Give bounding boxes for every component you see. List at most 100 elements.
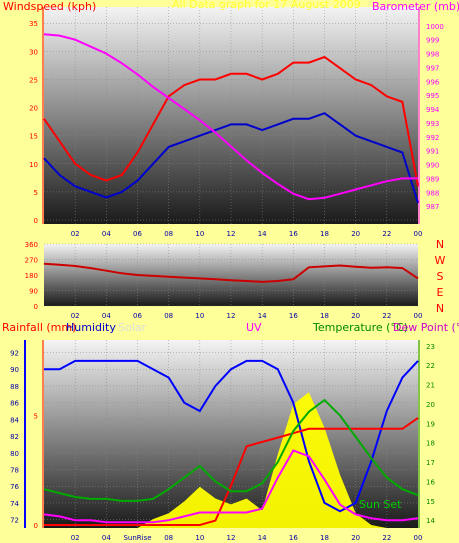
direction-x-tick: 20 — [351, 312, 360, 320]
humidity-tick: 72 — [10, 517, 19, 525]
direction-x-tick: 02 — [71, 312, 80, 320]
wind-axis-label: Windspeed (kph) — [3, 0, 96, 13]
temp-x-tick: 00 — [414, 534, 423, 542]
temp-x-tick: 20 — [351, 534, 360, 542]
humidity-tick: 82 — [10, 433, 19, 441]
direction-x-tick: 14 — [258, 312, 267, 320]
barometer-tick: 1000 — [426, 23, 444, 31]
humidity-label: Humidity — [66, 321, 116, 334]
direction-tick: 0 — [34, 303, 38, 311]
wind-series — [43, 33, 419, 204]
temperature-tick: 21 — [426, 382, 435, 390]
direction-x-tick: 12 — [227, 312, 236, 320]
windspeed-tick: 15 — [29, 133, 38, 141]
direction-tick: 270 — [25, 257, 38, 265]
barometer-tick: 994 — [426, 106, 440, 114]
direction-x-tick: 10 — [195, 312, 204, 320]
temperature-label: Temperature (°C) — [312, 321, 408, 334]
direction-grid — [44, 243, 418, 307]
barometer-tick: 997 — [426, 64, 439, 72]
direction-x-tick: 06 — [133, 312, 142, 320]
humidity-tick: 86 — [10, 400, 19, 408]
barometer-axis-label: Barometer (mb) — [372, 0, 459, 13]
sunset-annotation: Sun Set — [359, 498, 402, 511]
compass-label: S — [437, 270, 444, 283]
barometer-tick: 999 — [426, 37, 439, 45]
barometer-tick: 989 — [426, 175, 439, 183]
barometer-tick: 987 — [426, 203, 439, 211]
series-line-wind-speed — [43, 112, 419, 204]
temp-series — [43, 359, 419, 528]
temp-x-tick: 08 — [164, 534, 173, 542]
wind-x-tick: 04 — [102, 230, 111, 238]
wind-x-tick: 20 — [351, 230, 360, 238]
humidity-tick: 84 — [10, 416, 19, 424]
temp-x-tick: 02 — [71, 534, 80, 542]
direction-series — [43, 262, 419, 283]
windspeed-tick: 30 — [29, 48, 38, 56]
uv-label: UV — [246, 321, 262, 334]
direction-x-tick: 22 — [382, 312, 391, 320]
temp-x-tick: 10 — [195, 534, 204, 542]
wind-x-tick: 16 — [289, 230, 298, 238]
series-line-wind-gust — [43, 55, 419, 187]
windspeed-tick: 10 — [29, 161, 38, 169]
series-area-solar — [44, 392, 418, 528]
direction-x-tick: 16 — [289, 312, 298, 320]
wind-x-tick: 00 — [414, 230, 423, 238]
windspeed-tick: 25 — [29, 76, 38, 84]
barometer-tick: 995 — [426, 92, 439, 100]
humidity-tick: 88 — [10, 383, 19, 391]
direction-x-tick: 00 — [414, 312, 423, 320]
temp-x-tick: 16 — [289, 534, 298, 542]
barometer-tick: 992 — [426, 134, 439, 142]
series-line-rainfall — [44, 417, 419, 526]
temp-x-tick: 12 — [227, 534, 236, 542]
temperature-tick: 20 — [426, 401, 435, 409]
dewpoint-label: Dew Point (°C) — [393, 321, 459, 334]
temp-x-tick: 14 — [258, 534, 267, 542]
temperature-tick: 16 — [426, 478, 435, 486]
wind-x-tick: 02 — [71, 230, 80, 238]
temperature-tick: 15 — [426, 498, 435, 506]
windspeed-tick: 20 — [29, 105, 38, 113]
humidity-tick: 90 — [10, 366, 19, 374]
wind-x-tick: 06 — [133, 230, 142, 238]
direction-tick: 90 — [29, 288, 38, 296]
humidity-tick: 80 — [10, 450, 19, 458]
direction-x-tick: 04 — [102, 312, 111, 320]
humidity-tick: 74 — [10, 500, 19, 508]
temp-x-tick: 04 — [102, 534, 111, 542]
wind-x-tick: 22 — [382, 230, 391, 238]
windspeed-tick: 5 — [34, 189, 38, 197]
series-line-barometer — [43, 33, 418, 201]
wind-x-tick: 18 — [320, 230, 329, 238]
temp-x-tick: 18 — [320, 534, 329, 542]
compass-label: N — [436, 238, 444, 251]
wind-x-tick: 12 — [227, 230, 236, 238]
barometer-tick: 996 — [426, 78, 440, 86]
barometer-tick: 990 — [426, 162, 439, 170]
direction-x-tick: 18 — [320, 312, 329, 320]
series-line-wind-direction — [43, 262, 419, 283]
barometer-tick: 991 — [426, 148, 439, 156]
rainfall-tick: 0 — [34, 522, 38, 530]
series-line-temperature — [43, 398, 419, 502]
compass-label: E — [437, 286, 444, 299]
series-line-dew-point — [43, 449, 419, 524]
temperature-tick: 18 — [426, 440, 435, 448]
humidity-tick: 92 — [10, 350, 19, 358]
direction-tick: 360 — [25, 241, 38, 249]
humidity-tick: 76 — [10, 483, 19, 491]
solar-label: Solar — [118, 321, 147, 334]
windspeed-tick: 35 — [29, 20, 38, 28]
windspeed-tick: 0 — [34, 217, 38, 225]
barometer-tick: 998 — [426, 51, 439, 59]
direction-x-tick: 08 — [164, 312, 173, 320]
temp-x-tick: SunRise — [123, 534, 151, 542]
wind-x-tick: 10 — [195, 230, 204, 238]
rainfall-tick: 5 — [34, 413, 38, 421]
temp-x-tick: 22 — [382, 534, 391, 542]
series-line-humidity — [44, 359, 419, 513]
